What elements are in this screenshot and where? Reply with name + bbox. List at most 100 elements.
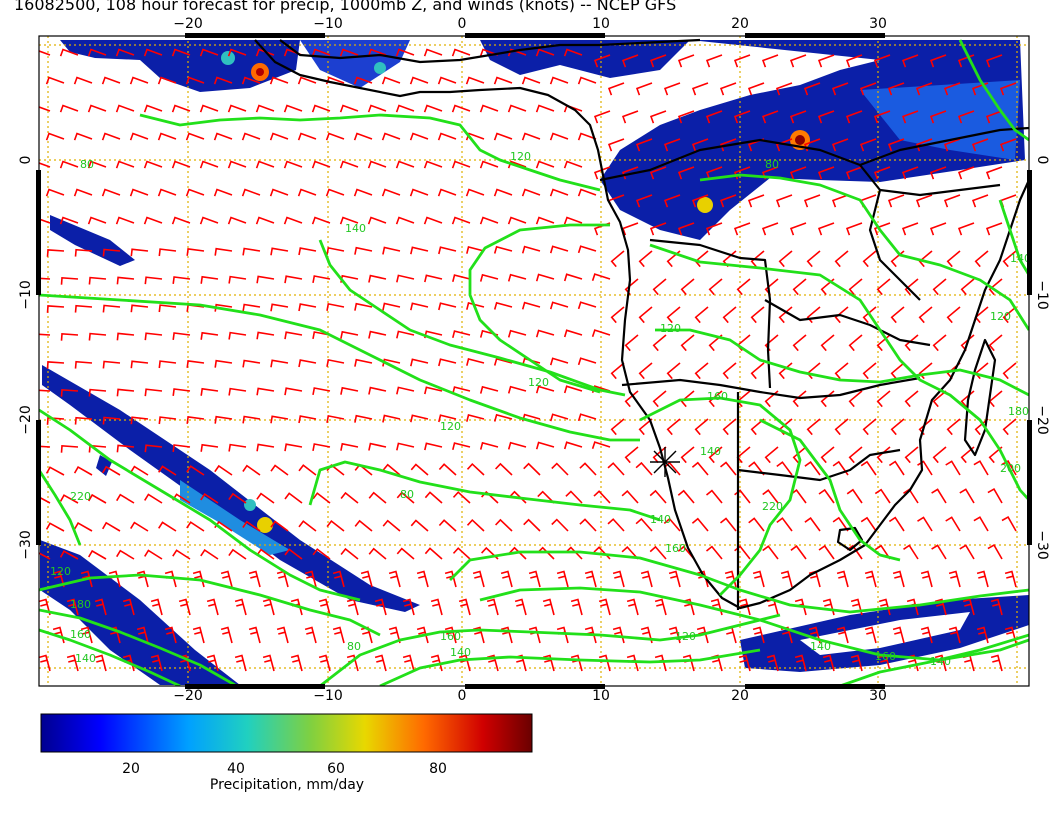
wind-barb [563, 329, 583, 338]
wind-barb [130, 416, 149, 425]
wind-barb [888, 516, 905, 532]
wind-barb [382, 302, 401, 311]
height-contours [39, 39, 1029, 686]
wind-barb [185, 188, 205, 197]
wind-barb [720, 461, 737, 476]
wind-barb [284, 548, 303, 560]
wind-barb [73, 76, 93, 85]
wind-barb [466, 302, 485, 310]
wind-barb [311, 104, 331, 113]
top-tick: −10 [313, 16, 343, 32]
wind-barb [262, 598, 275, 616]
wind-barb [691, 517, 709, 532]
wind-barb [734, 489, 751, 504]
wind-barb [409, 132, 429, 141]
wind-barb [130, 465, 149, 476]
wind-barb [102, 248, 121, 257]
wind-barb [610, 250, 625, 268]
right-tick: 0 [1034, 156, 1050, 165]
wind-barb [621, 545, 639, 560]
wind-barb [451, 48, 471, 57]
map-title: 16082500, 108 hour forecast for precip, … [14, 0, 677, 14]
wind-barb [270, 520, 289, 532]
wind-barb [761, 110, 779, 124]
wind-barb [973, 516, 989, 532]
colorbar-tick: 60 [327, 761, 345, 777]
wind-barb [946, 250, 961, 268]
wind-barb [649, 222, 667, 236]
wind-barb [185, 132, 205, 141]
wind-barb [312, 387, 331, 396]
wind-barb [60, 332, 79, 341]
wind-barb [652, 390, 667, 408]
wind-barb [794, 654, 807, 672]
contour-label: 140 [75, 652, 96, 665]
contour-label: 120 [440, 420, 461, 433]
wind-barb [845, 110, 863, 124]
wind-barb [116, 332, 135, 341]
contour-17 [655, 328, 1029, 397]
wind-barb [186, 521, 205, 532]
wind-barb [284, 443, 303, 452]
wind-barb [213, 76, 233, 85]
top-tick: 20 [731, 16, 749, 32]
wind-barb [192, 626, 205, 644]
wind-barb [750, 250, 765, 268]
wind-barb [776, 517, 793, 532]
wind-barb [423, 104, 443, 113]
wind-barb [88, 276, 107, 285]
wind-barb [256, 548, 275, 560]
wind-barb [59, 104, 79, 113]
wind-barb [87, 160, 107, 169]
wind-barb [158, 416, 177, 425]
wind-barb [220, 570, 233, 588]
wind-barb [817, 54, 835, 68]
wind-barb [248, 570, 261, 588]
wind-barb [228, 443, 247, 452]
wind-barb [677, 110, 695, 124]
contour-7 [39, 608, 236, 686]
wind-barb [901, 110, 919, 124]
wind-barb [39, 277, 51, 280]
wind-barb [820, 334, 835, 352]
wind-barb [466, 462, 485, 476]
wind-barb [932, 390, 947, 408]
wind-barb [549, 132, 569, 141]
wind-barb [556, 570, 569, 588]
wind-barb [39, 496, 51, 504]
wind-barb [368, 442, 387, 451]
contour-label: 180 [1008, 405, 1029, 418]
wind-barb [804, 516, 821, 532]
wind-barb [228, 492, 247, 504]
wind-barb [806, 418, 821, 436]
wind-barb [283, 160, 303, 169]
wind-barb [985, 166, 1003, 180]
wind-barb [234, 654, 247, 672]
wind-barb [479, 385, 499, 394]
wind-barb [270, 247, 289, 256]
border-line-6 [764, 299, 931, 347]
contour-label: 140 [930, 655, 951, 668]
wind-barb [214, 359, 233, 368]
wind-barb [593, 490, 611, 504]
wind-barb [158, 360, 177, 369]
wind-barb [621, 54, 639, 68]
wind-barb [507, 329, 527, 338]
wind-barb [326, 414, 345, 423]
wind-barb [959, 488, 975, 504]
wind-barb [535, 385, 555, 394]
wind-barb [60, 276, 79, 285]
wind-barb [974, 250, 989, 268]
wind-barb [680, 278, 695, 296]
border-line-5 [649, 238, 772, 389]
wind-barb [904, 278, 919, 296]
wind-barb [920, 570, 933, 588]
contour-label: 160 [70, 628, 91, 641]
wind-barb [227, 104, 247, 113]
wind-barb [549, 188, 569, 197]
wind-barb [45, 188, 65, 197]
wind-barb [466, 414, 485, 422]
wind-barb [158, 248, 177, 257]
wind-barb [284, 492, 303, 504]
wind-barb [39, 598, 51, 616]
